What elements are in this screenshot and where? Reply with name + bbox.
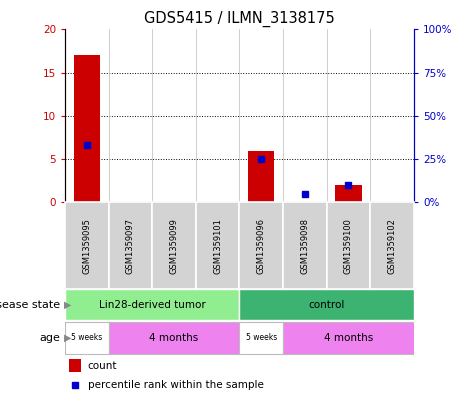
Bar: [239, 289, 414, 320]
Text: GSM1359099: GSM1359099: [170, 218, 179, 274]
Text: GSM1359102: GSM1359102: [387, 218, 397, 274]
Bar: [239, 202, 283, 289]
Text: GSM1359100: GSM1359100: [344, 218, 353, 274]
Title: GDS5415 / ILMN_3138175: GDS5415 / ILMN_3138175: [144, 11, 335, 27]
Text: GSM1359095: GSM1359095: [82, 218, 92, 274]
Text: Lin28-derived tumor: Lin28-derived tumor: [99, 299, 206, 310]
Text: disease state: disease state: [0, 299, 60, 310]
Text: GSM1359096: GSM1359096: [257, 218, 266, 274]
Bar: [370, 202, 414, 289]
Text: ▶: ▶: [64, 333, 72, 343]
Bar: [239, 322, 283, 354]
Text: control: control: [308, 299, 345, 310]
Text: 4 months: 4 months: [149, 333, 199, 343]
Bar: [65, 289, 239, 320]
Bar: [283, 322, 414, 354]
Bar: [74, 55, 100, 202]
Bar: [69, 359, 81, 373]
Bar: [109, 202, 152, 289]
Text: 5 weeks: 5 weeks: [246, 334, 277, 342]
Text: GSM1359101: GSM1359101: [213, 218, 222, 274]
Text: count: count: [88, 361, 117, 371]
Bar: [326, 202, 370, 289]
Text: 4 months: 4 months: [324, 333, 373, 343]
Bar: [196, 202, 239, 289]
Bar: [152, 202, 196, 289]
Bar: [109, 322, 239, 354]
Bar: [65, 322, 109, 354]
Text: ▶: ▶: [64, 299, 72, 310]
Text: GSM1359098: GSM1359098: [300, 218, 309, 274]
Text: age: age: [40, 333, 60, 343]
Text: 5 weeks: 5 weeks: [71, 334, 102, 342]
Bar: [248, 151, 274, 202]
Bar: [65, 202, 109, 289]
Text: percentile rank within the sample: percentile rank within the sample: [88, 380, 264, 390]
Bar: [283, 202, 326, 289]
Bar: [335, 185, 362, 202]
Text: GSM1359097: GSM1359097: [126, 218, 135, 274]
